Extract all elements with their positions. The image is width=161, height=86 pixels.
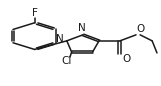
Text: Cl: Cl: [62, 56, 72, 66]
Text: O: O: [137, 24, 145, 34]
Text: N: N: [78, 23, 86, 33]
Text: O: O: [123, 54, 131, 64]
Text: F: F: [32, 8, 38, 18]
Text: N: N: [56, 34, 64, 44]
